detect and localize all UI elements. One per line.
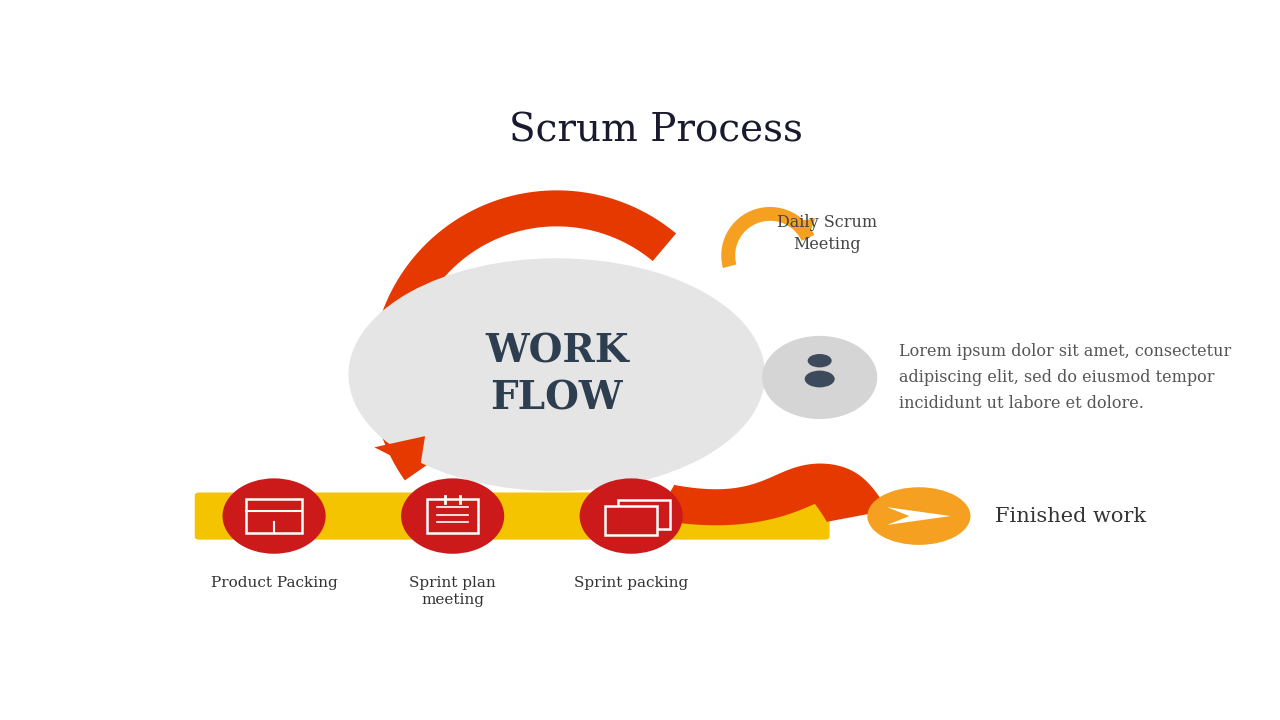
Text: Finished work: Finished work: [996, 507, 1147, 526]
Ellipse shape: [580, 478, 682, 554]
Polygon shape: [654, 464, 888, 526]
Circle shape: [868, 487, 970, 545]
Circle shape: [348, 258, 765, 491]
Circle shape: [808, 354, 832, 367]
Text: Lorem ipsum dolor sit amet, consectetur
adipiscing elit, sed do eiusmod tempor
i: Lorem ipsum dolor sit amet, consectetur …: [899, 343, 1231, 412]
Polygon shape: [371, 190, 676, 480]
Polygon shape: [374, 436, 425, 470]
Text: Daily Scrum
Meeting: Daily Scrum Meeting: [777, 214, 877, 253]
Text: Sprint plan
meeting: Sprint plan meeting: [410, 576, 497, 607]
Ellipse shape: [401, 478, 504, 554]
Polygon shape: [721, 207, 814, 268]
Text: Product Packing: Product Packing: [211, 576, 338, 590]
Ellipse shape: [223, 478, 325, 554]
Polygon shape: [815, 485, 868, 516]
Polygon shape: [887, 507, 951, 525]
Text: WORK
FLOW: WORK FLOW: [485, 332, 628, 417]
Text: Scrum Process: Scrum Process: [509, 112, 803, 149]
Ellipse shape: [762, 336, 877, 419]
Ellipse shape: [805, 371, 835, 387]
FancyBboxPatch shape: [605, 506, 657, 535]
Polygon shape: [785, 218, 815, 238]
FancyBboxPatch shape: [195, 492, 829, 539]
Text: Sprint packing: Sprint packing: [573, 576, 689, 590]
